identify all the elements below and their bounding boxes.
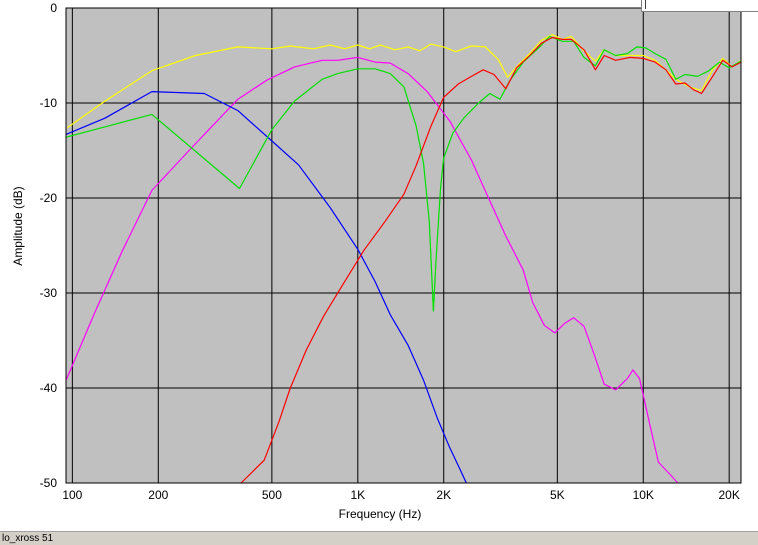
x-tick-label: 20K: [719, 488, 740, 502]
series-line: [65, 91, 467, 484]
x-tick-label: 200: [148, 488, 168, 502]
x-tick-label: 2K: [436, 488, 451, 502]
overlay-marker: [645, 0, 646, 9]
y-tick-label: 0: [50, 1, 57, 15]
y-tick-labels: 0 -10 -20 -30 -40 -50: [40, 1, 58, 490]
x-tick-label: 500: [262, 488, 282, 502]
y-tick-label: -20: [40, 191, 58, 205]
frequency-response-chart[interactable]: 100 200 500 1K 2K 5K 10K 20K 0 -10 -20 -30 -40 -50 F…: [0, 0, 758, 531]
y-tick-label: -50: [40, 476, 58, 490]
x-tick-label: 10K: [633, 488, 654, 502]
x-axis-label: Frequency (Hz): [339, 507, 422, 521]
series-line: [240, 36, 742, 484]
plot-area[interactable]: [66, 8, 741, 483]
status-text: lo_xross 51: [2, 533, 54, 544]
x-tick-labels: 100 200 500 1K 2K 5K 10K 20K: [62, 488, 740, 502]
plot-window: 100 200 500 1K 2K 5K 10K 20K 0 -10 -20 -30 -40 -50 F…: [0, 0, 758, 531]
series-group: [65, 34, 742, 484]
y-tick-label: -30: [40, 286, 58, 300]
overlay-panel: [641, 0, 758, 12]
x-tick-label: 5K: [550, 488, 565, 502]
series-line: [65, 35, 742, 312]
series-line: [65, 56, 679, 484]
plot-frame: [65, 7, 742, 484]
y-tick-label: -40: [40, 381, 58, 395]
x-tick-label: 100: [62, 488, 82, 502]
y-axis-label: Amplitude (dB): [11, 186, 25, 265]
x-tick-label: 1K: [350, 488, 365, 502]
status-bar: lo_xross 51: [0, 531, 758, 544]
grid-lines: [66, 8, 741, 483]
y-tick-label: -10: [40, 96, 58, 110]
